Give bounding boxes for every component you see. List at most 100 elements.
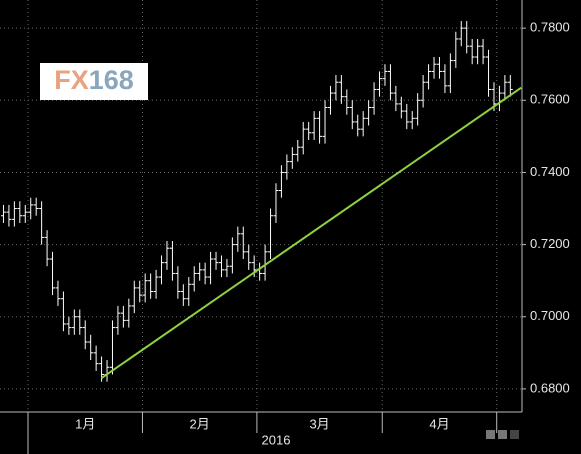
y-tick-label: 0.7000: [530, 308, 570, 323]
ohlc-bar: [240, 226, 246, 260]
ohlc-bar: [480, 38, 486, 65]
y-tick-label: 0.7600: [530, 92, 570, 107]
ohlc-bar: [11, 201, 17, 227]
ohlc-bar: [387, 64, 393, 101]
ohlc-bar: [109, 320, 115, 375]
ohlc-bar: [164, 240, 170, 270]
ohlc-bar: [436, 57, 442, 79]
ohlc-bar: [371, 82, 377, 115]
ohlc-bar: [33, 197, 39, 216]
ohlc-bar: [208, 251, 214, 285]
ohlc-bar: [333, 75, 339, 101]
y-tick-label: 0.7200: [530, 236, 570, 251]
ohlc-bar: [322, 100, 328, 144]
ohlc-bar: [355, 114, 361, 137]
ohlc-bar: [115, 305, 121, 335]
ohlc-bar: [453, 31, 459, 68]
ohlc-bar: [137, 280, 143, 303]
button[interactable]: [510, 430, 519, 439]
playback-buttons: [486, 430, 519, 439]
ohlc-bar: [311, 111, 317, 140]
ohlc-bar: [409, 111, 415, 130]
ohlc-bar: [88, 334, 94, 361]
ohlc-bar: [458, 20, 464, 47]
y-tick-label: 0.7400: [530, 164, 570, 179]
watermark-fx: FX: [54, 65, 89, 95]
ohlc-bar: [486, 49, 492, 97]
x-axis-label: 2016: [262, 432, 291, 447]
ohlc-bar: [415, 93, 421, 126]
ohlc-bar: [349, 100, 355, 130]
ohlc-bar: [224, 259, 230, 278]
ohlc-bar: [126, 298, 132, 328]
ohlc-bar: [268, 208, 274, 260]
ohlc-bar: [306, 121, 312, 140]
ohlc-bar: [246, 244, 252, 270]
ohlc-bar: [229, 237, 235, 274]
ohlc-bar: [175, 266, 181, 299]
x-tick-label: 1月: [75, 416, 95, 431]
ohlc-bar: [377, 71, 383, 97]
ohlc-bar: [344, 89, 350, 115]
ohlc-bar: [447, 53, 453, 94]
ohlc-bar: [44, 230, 50, 267]
ohlc-bar: [0, 204, 6, 223]
ohlc-bar: [426, 64, 432, 90]
ohlc-bar: [262, 244, 268, 281]
ohlc-bar: [235, 226, 241, 252]
ohlc-bar: [142, 273, 148, 303]
ohlc-bar: [442, 64, 448, 94]
ohlc-bar: [289, 147, 295, 169]
x-tick-label: 4月: [429, 416, 449, 431]
ohlc-bar: [213, 251, 219, 270]
ohlc-bar: [148, 273, 154, 299]
ohlc-bar: [327, 85, 333, 115]
ohlc-bar: [159, 255, 165, 285]
ohlc-bar: [120, 305, 126, 328]
ohlc-bar: [404, 103, 410, 130]
ohlc-bar: [300, 121, 306, 155]
button[interactable]: [498, 430, 507, 439]
watermark-num: 168: [89, 65, 134, 95]
ohlc-bar: [60, 291, 66, 332]
ohlc-bar: [197, 262, 203, 281]
ohlc-bar: [39, 201, 45, 245]
ohlc-bar: [153, 269, 159, 299]
ohlc-bar: [71, 309, 77, 335]
ohlc-bar: [180, 284, 186, 306]
trendline: [101, 86, 522, 379]
ohlc-bar: [317, 111, 323, 144]
ohlc-bar: [295, 139, 301, 162]
ohlc-bar: [278, 165, 284, 198]
ohlc-bar: [6, 204, 12, 227]
ohlc-bar: [22, 204, 28, 223]
ohlc-bar: [273, 183, 279, 223]
ohlc-bar: [420, 75, 426, 108]
ohlc-bar: [393, 85, 399, 112]
ohlc-bar: [77, 309, 83, 335]
watermark-text: FX168: [54, 65, 134, 95]
watermark: FX168: [40, 63, 148, 100]
x-tick-label: 3月: [309, 416, 329, 431]
ohlc-bar: [382, 64, 388, 86]
ohlc-bar: [191, 266, 197, 292]
ohlc-bar: [186, 277, 192, 306]
ohlc-bar: [55, 280, 61, 306]
ohlc-bar: [507, 75, 513, 97]
x-tick-label: 2月: [190, 416, 210, 431]
watermark-box: [40, 63, 148, 100]
ohlc-bar: [475, 38, 481, 65]
ohlc-bar: [82, 320, 88, 350]
ohlc-bar: [66, 316, 72, 335]
ohlc-bar: [464, 20, 470, 54]
ohlc-bar: [131, 280, 137, 314]
ohlc-bar: [360, 111, 366, 137]
ohlc-bar: [93, 345, 99, 371]
ohlc-bar: [366, 100, 372, 126]
y-tick-label: 0.7800: [530, 20, 570, 35]
ohlc-bar: [17, 201, 23, 223]
button[interactable]: [486, 430, 495, 439]
y-tick-label: 0.6800: [530, 380, 570, 395]
ohlc-bar: [398, 96, 404, 119]
